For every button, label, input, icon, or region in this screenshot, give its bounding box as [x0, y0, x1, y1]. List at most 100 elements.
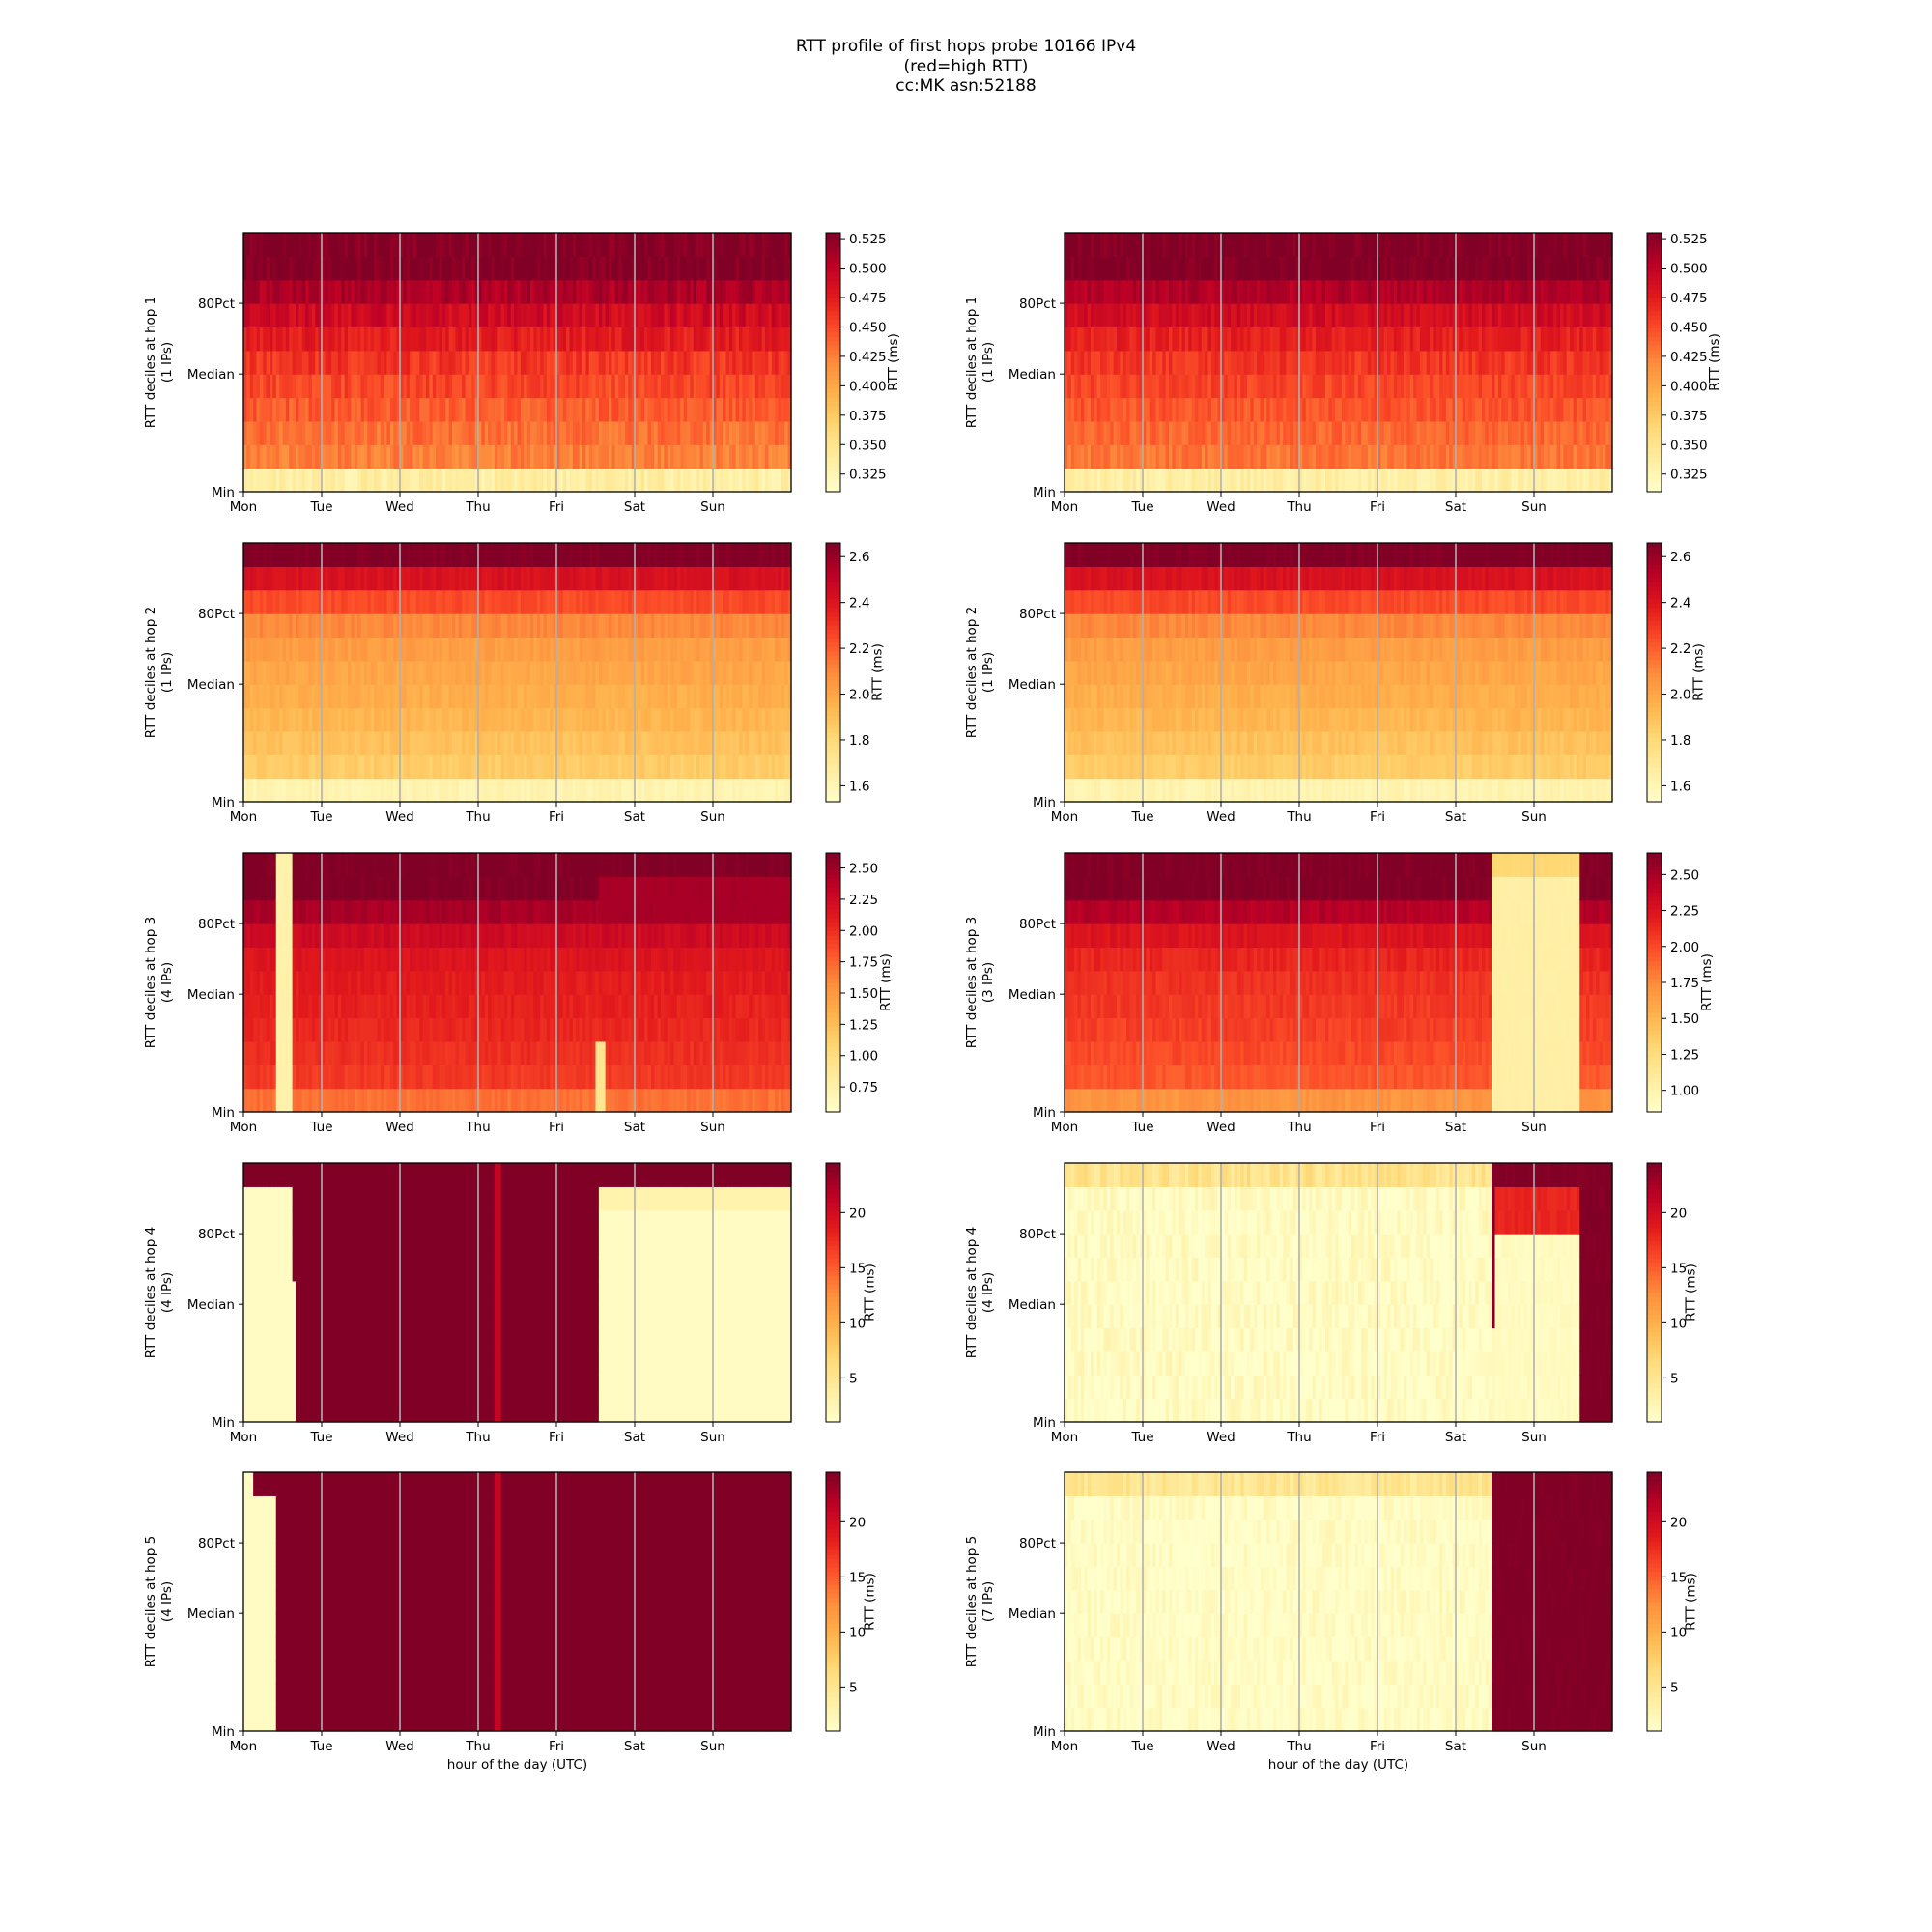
x-tick-label: Tue	[1130, 499, 1153, 515]
colorbar-step	[1647, 327, 1662, 332]
colorbar-step	[1647, 466, 1662, 470]
colorbar-step	[826, 332, 840, 337]
colorbar-tick-label: 0.425	[1670, 350, 1708, 365]
colorbar-tick-label: 0.325	[849, 468, 887, 483]
y-axis-label: RTT deciles at hop 1	[964, 297, 980, 429]
x-tick-label: Mon	[1051, 499, 1078, 515]
colorbar-step	[1647, 423, 1662, 428]
colorbar-step	[826, 371, 840, 376]
colorbar-tick-label: 0.525	[1670, 232, 1708, 247]
x-tick-label: Sat	[624, 499, 645, 515]
colorbar-step	[826, 384, 840, 388]
colorbar-step	[826, 401, 840, 406]
colorbar-step	[1647, 448, 1662, 453]
colorbar-tick-label: 0.400	[1670, 379, 1708, 394]
colorbar-step	[826, 440, 840, 444]
colorbar-step	[1647, 462, 1662, 467]
colorbar-step	[1647, 242, 1662, 246]
colorbar-step	[1647, 431, 1662, 436]
y-tick-label: Min	[1033, 485, 1056, 500]
colorbar-step	[826, 306, 840, 311]
colorbar-step	[1647, 341, 1662, 346]
colorbar-step	[826, 237, 840, 242]
colorbar-step	[826, 466, 840, 470]
colorbar-step	[826, 479, 840, 484]
colorbar-step	[1647, 380, 1662, 384]
colorbar-step	[826, 289, 840, 294]
colorbar-step	[1647, 237, 1662, 242]
colorbar-step	[1647, 397, 1662, 402]
colorbar-step	[1647, 276, 1662, 281]
colorbar-step	[1647, 358, 1662, 363]
x-tick-label: Tue	[309, 499, 332, 515]
x-tick-label: Wed	[1207, 499, 1235, 515]
colorbar-step	[826, 259, 840, 264]
colorbar-step	[826, 298, 840, 302]
colorbar-step	[826, 366, 840, 371]
colorbar-step	[1647, 315, 1662, 320]
colorbar-tick-label: 0.400	[849, 379, 887, 394]
colorbar-step	[1647, 250, 1662, 255]
colorbar-tick-label: 0.475	[1670, 291, 1708, 306]
colorbar-step	[1647, 271, 1662, 276]
colorbar-tick-label: 0.500	[849, 262, 887, 277]
colorbar-step	[1647, 345, 1662, 350]
colorbar-step	[826, 280, 840, 285]
colorbar-step	[1647, 233, 1662, 238]
colorbar-tick-label: 0.500	[1670, 262, 1708, 277]
colorbar-step	[1647, 354, 1662, 358]
colorbar-step	[1647, 336, 1662, 341]
colorbar: 0.3250.3500.3750.4000.4250.4500.4750.500…	[826, 232, 901, 493]
colorbar-step	[1647, 310, 1662, 315]
colorbar-step	[826, 285, 840, 290]
colorbar-step	[826, 242, 840, 246]
colorbar-step	[826, 462, 840, 467]
colorbar-step	[826, 301, 840, 306]
colorbar-step	[1647, 294, 1662, 298]
colorbar-step	[1647, 410, 1662, 414]
x-tick-label: Sun	[1521, 499, 1547, 515]
colorbar-step	[826, 345, 840, 350]
colorbar-step	[826, 341, 840, 346]
colorbar-step	[1647, 362, 1662, 367]
colorbar-step	[826, 474, 840, 479]
x-tick-label: Sun	[700, 499, 725, 515]
colorbar-step	[826, 457, 840, 462]
colorbar-step	[1647, 418, 1662, 423]
colorbar-step	[826, 263, 840, 268]
y-tick-label: Min	[212, 485, 235, 500]
colorbar-step	[1647, 245, 1662, 250]
colorbar-step	[1647, 375, 1662, 380]
colorbar-step	[826, 350, 840, 355]
colorbar-step	[1647, 483, 1662, 488]
colorbar: 0.3250.3500.3750.4000.4250.4500.4750.500…	[1647, 232, 1722, 493]
x-tick-label: Fri	[549, 499, 564, 515]
colorbar-label: RTT (ms)	[1707, 333, 1722, 391]
colorbar-step	[826, 327, 840, 332]
colorbar-step	[1647, 436, 1662, 440]
colorbar-step	[826, 392, 840, 397]
colorbar-tick-label: 0.450	[849, 320, 887, 335]
colorbar-step	[826, 406, 840, 411]
y-tick-label: 80Pct	[1019, 297, 1056, 312]
colorbar-tick-label: 0.475	[849, 291, 887, 306]
colorbar-step	[826, 362, 840, 367]
colorbar-step	[1647, 470, 1662, 475]
colorbar-step	[826, 271, 840, 276]
colorbar-step	[1647, 366, 1662, 371]
colorbar-step	[1647, 388, 1662, 393]
y-tick-label: 80Pct	[198, 297, 235, 312]
colorbar-step	[826, 397, 840, 402]
colorbar-step	[1647, 406, 1662, 411]
colorbar-step	[1647, 263, 1662, 268]
x-tick-label: Mon	[230, 499, 257, 515]
colorbar-step	[826, 250, 840, 255]
colorbar-step	[826, 294, 840, 298]
colorbar-step	[1647, 453, 1662, 458]
colorbar-step	[1647, 457, 1662, 462]
colorbar-step	[1647, 332, 1662, 337]
x-tick-label: Fri	[1370, 499, 1385, 515]
